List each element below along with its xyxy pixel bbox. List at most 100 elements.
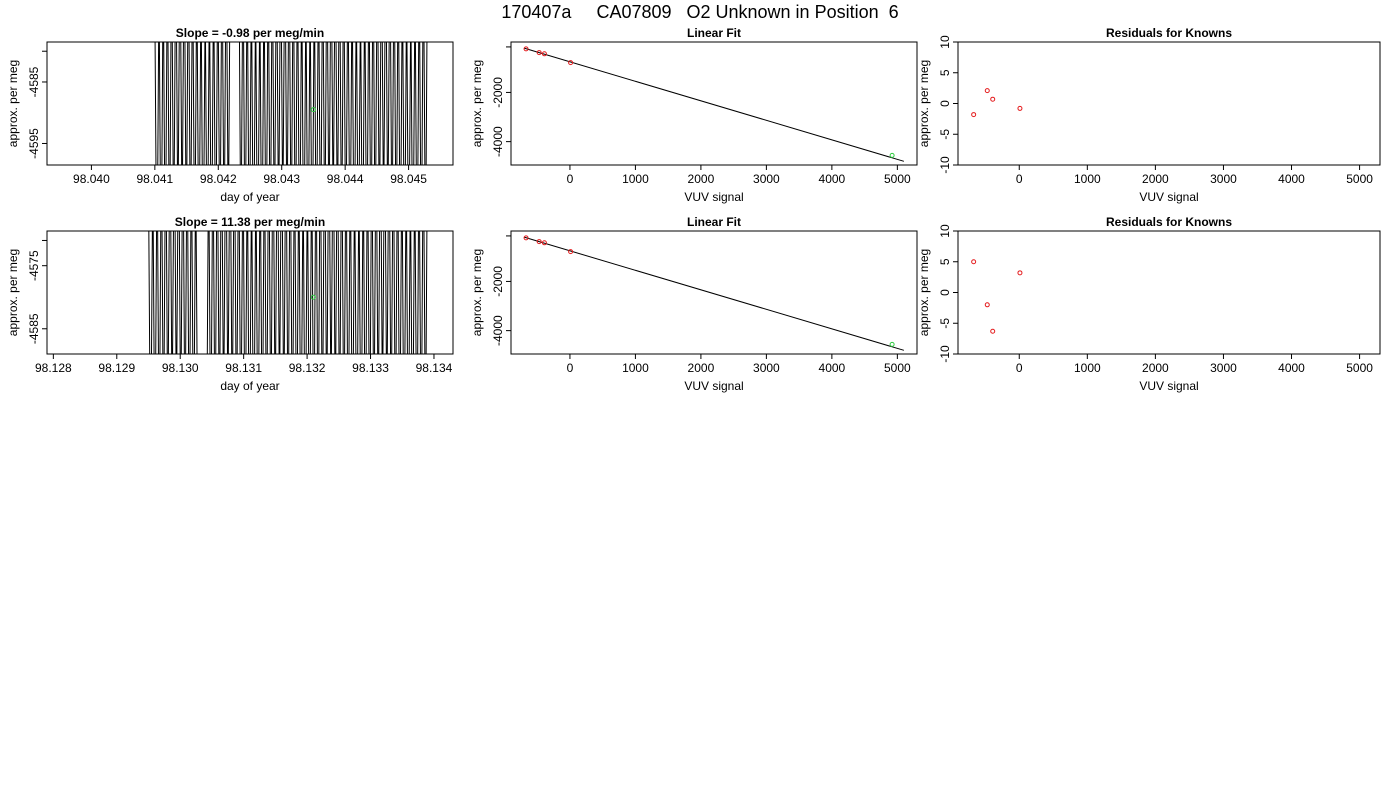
x-axis-label: VUV signal xyxy=(684,379,743,393)
y-tick-label: 10 xyxy=(938,224,952,238)
known-point xyxy=(523,46,529,52)
unknown-point xyxy=(310,107,316,113)
known-point xyxy=(984,88,990,94)
plot-data xyxy=(154,42,428,165)
x-tick-label: 3000 xyxy=(753,172,780,186)
plot-title: Linear Fit xyxy=(687,215,741,229)
x-axis-label: VUV signal xyxy=(684,190,743,204)
y-tick-label: 5 xyxy=(938,69,952,76)
y-tick-label: 0 xyxy=(938,289,952,296)
known-point xyxy=(536,239,542,245)
y-axis-label: approx. per meg xyxy=(6,249,20,336)
x-tick-label: 1000 xyxy=(1074,172,1101,186)
known-point xyxy=(568,60,574,66)
y-axis-label: approx. per meg xyxy=(470,60,484,147)
plot-data xyxy=(523,46,905,162)
x-axis-label: day of year xyxy=(220,379,279,393)
chart-panel-4: Slope = 11.38 per meg/min 98.128 98.129 98.… xyxy=(6,215,454,393)
plot-frame xyxy=(510,41,918,166)
unknown-point xyxy=(889,341,895,347)
known-point xyxy=(1017,270,1023,276)
x-tick-label: 3000 xyxy=(1210,172,1237,186)
y-tick-label: -4585 xyxy=(27,313,41,344)
y-tick-label: -5 xyxy=(938,129,952,140)
fit-line xyxy=(523,236,905,351)
plot-data xyxy=(523,235,905,351)
x-tick-label: 3000 xyxy=(753,361,780,375)
x-tick-label: 0 xyxy=(1016,172,1023,186)
x-tick-label: 4000 xyxy=(819,361,846,375)
series-line xyxy=(148,231,428,354)
x-tick-label: 5000 xyxy=(884,361,911,375)
plot-title: Residuals for Knowns xyxy=(1106,215,1232,229)
x-tick-label: 0 xyxy=(1016,361,1023,375)
x-tick-label: 98.134 xyxy=(416,361,453,375)
x-tick-label: 1000 xyxy=(622,361,649,375)
x-tick-label: 0 xyxy=(567,172,574,186)
x-tick-label: 5000 xyxy=(1346,172,1373,186)
x-tick-label: 98.128 xyxy=(35,361,72,375)
x-tick-label: 0 xyxy=(567,361,574,375)
x-tick-label: 98.044 xyxy=(327,172,364,186)
x-tick-label: 5000 xyxy=(884,172,911,186)
x-tick-label: 98.042 xyxy=(200,172,237,186)
x-tick-label: 98.132 xyxy=(289,361,326,375)
x-tick-label: 2000 xyxy=(1142,172,1169,186)
x-tick-label: 4000 xyxy=(1278,172,1305,186)
x-tick-label: 98.040 xyxy=(73,172,110,186)
x-tick-label: 1000 xyxy=(622,172,649,186)
y-axis-label: approx. per meg xyxy=(917,249,931,336)
plot-title: Slope = -0.98 per meg/min xyxy=(176,26,324,40)
x-tick-label: 5000 xyxy=(1346,361,1373,375)
x-axis-label: VUV signal xyxy=(1139,190,1198,204)
x-tick-label: 1000 xyxy=(1074,361,1101,375)
y-tick-label: -10 xyxy=(938,345,952,363)
known-point xyxy=(984,302,990,308)
fit-line xyxy=(523,47,905,162)
x-tick-label: 98.133 xyxy=(352,361,389,375)
y-tick-label: 10 xyxy=(938,35,952,49)
x-tick-label: 98.045 xyxy=(390,172,427,186)
y-tick-label: 0 xyxy=(938,100,952,107)
y-tick-label: -10 xyxy=(938,156,952,174)
plot-frame xyxy=(957,41,1381,166)
y-axis-label: approx. per meg xyxy=(6,60,20,147)
x-tick-label: 98.041 xyxy=(136,172,173,186)
plot-frame xyxy=(510,230,918,355)
known-point xyxy=(541,240,547,246)
known-point xyxy=(990,96,996,102)
x-tick-label: 2000 xyxy=(688,172,715,186)
plot-title: Linear Fit xyxy=(687,26,741,40)
y-tick-label: 5 xyxy=(938,258,952,265)
y-tick-label: -2000 xyxy=(491,266,505,297)
y-tick-label: -4595 xyxy=(27,128,41,159)
known-point xyxy=(523,235,529,241)
x-tick-label: 2000 xyxy=(688,361,715,375)
y-tick-label: -4575 xyxy=(27,250,41,281)
plot-title: Slope = 11.38 per meg/min xyxy=(175,215,325,229)
x-tick-label: 98.131 xyxy=(225,361,262,375)
x-tick-label: 98.130 xyxy=(162,361,199,375)
plot-data xyxy=(971,259,1023,334)
x-tick-label: 98.129 xyxy=(98,361,135,375)
chart-panel-5: Linear Fit 0 1000 2000 3000 4000 5000 -2000 -400… xyxy=(470,215,918,393)
plot-frame xyxy=(46,230,454,355)
unknown-point xyxy=(889,152,895,158)
x-tick-label: 3000 xyxy=(1210,361,1237,375)
y-tick-label: -4585 xyxy=(27,66,41,97)
y-axis-label: approx. per meg xyxy=(470,249,484,336)
chart-panel-2: Linear Fit 0 1000 2000 3000 4000 5000 -2000 -400… xyxy=(470,26,918,204)
x-tick-label: 4000 xyxy=(1278,361,1305,375)
y-tick-label: -5 xyxy=(938,318,952,329)
plot-title: Residuals for Knowns xyxy=(1106,26,1232,40)
x-tick-label: 98.043 xyxy=(263,172,300,186)
x-axis-label: day of year xyxy=(220,190,279,204)
y-tick-label: -2000 xyxy=(491,77,505,108)
known-point xyxy=(990,328,996,334)
known-point xyxy=(536,50,542,56)
x-axis-label: VUV signal xyxy=(1139,379,1198,393)
plot-frame xyxy=(46,41,454,166)
known-point xyxy=(568,249,574,255)
chart-panel-3: Residuals for Knowns 0 1000 2000 3000 4000 500… xyxy=(917,26,1381,204)
